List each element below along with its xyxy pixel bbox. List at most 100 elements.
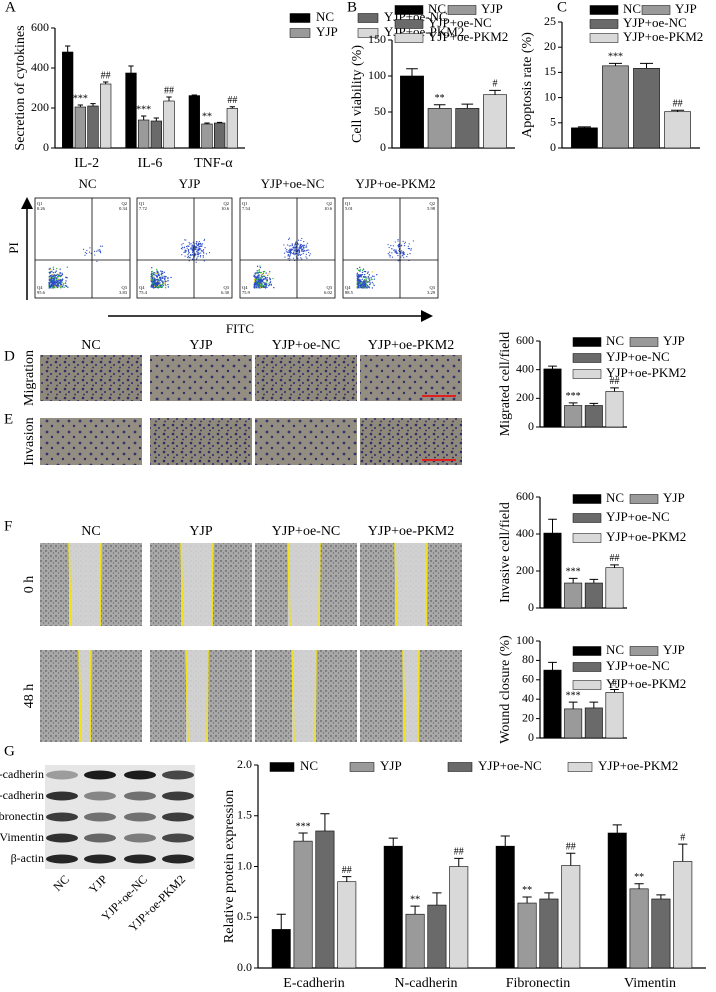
- flow-dot: [188, 245, 190, 247]
- error-bar: [90, 103, 96, 106]
- flow-dot: [257, 272, 259, 274]
- flow-dot: [55, 274, 58, 277]
- column-title: YJP: [189, 338, 213, 353]
- scale-bar: [422, 395, 456, 397]
- flow-dot: [201, 245, 203, 247]
- flow-dot: [198, 248, 200, 251]
- legend-swatch: [567, 762, 593, 772]
- flow-dot: [154, 282, 157, 284]
- flow-dot: [363, 276, 366, 278]
- quadrant-name: Q1: [139, 201, 145, 206]
- error-bar: [204, 122, 210, 124]
- flow-dot: [407, 253, 409, 256]
- column-title: YJP+oe-NC: [272, 338, 341, 353]
- flow-dot: [295, 246, 297, 248]
- protein-label: Vimentin: [0, 830, 44, 844]
- flow-dot: [255, 277, 258, 279]
- flow-dot: [159, 285, 162, 287]
- flow-dot: [357, 269, 360, 272]
- bar: [74, 106, 86, 149]
- y-tick-label: 25: [544, 14, 556, 28]
- legend-label: YJP+oe-PKM2: [606, 365, 686, 380]
- quadrant-value: 75.9: [242, 290, 251, 295]
- flow-dot: [356, 277, 359, 279]
- flow-dot: [86, 249, 88, 252]
- error-bar: [410, 905, 420, 915]
- flow-dot: [376, 274, 378, 276]
- flow-dot: [301, 258, 303, 260]
- wound-edge: [417, 649, 420, 743]
- flow-dot: [152, 275, 154, 278]
- flow-dot: [390, 245, 392, 247]
- flow-dot: [410, 249, 412, 251]
- legend-swatch: [289, 28, 311, 38]
- flow-dot: [154, 286, 157, 288]
- flow-dot: [297, 253, 299, 255]
- flow-dot: [53, 281, 56, 283]
- flow-dot: [359, 270, 361, 272]
- flow-dot: [289, 255, 291, 257]
- flow-dot: [57, 278, 59, 280]
- flow-dots: [48, 245, 103, 289]
- flow-dot: [54, 285, 56, 287]
- flow-dot: [181, 244, 183, 246]
- flow-dot: [153, 287, 155, 289]
- flow-dot: [289, 250, 291, 252]
- flow-dot: [57, 285, 60, 287]
- flow-dot: [191, 248, 193, 250]
- flow-dot: [364, 286, 367, 289]
- y-tick-label: 0.5: [237, 909, 252, 923]
- flow-dot: [200, 249, 202, 251]
- flow-dot: [53, 282, 56, 284]
- y-tick-label: 100: [516, 633, 534, 647]
- y-axis-label: Wound closure (%): [498, 635, 513, 744]
- y-tick-label: 400: [516, 361, 534, 375]
- blot-band: [162, 854, 194, 864]
- significance-label: #: [680, 832, 685, 843]
- flow-dot: [269, 278, 271, 280]
- flow-dot: [190, 243, 192, 245]
- flow-dot: [403, 245, 406, 247]
- flow-dot: [56, 283, 59, 286]
- flow-dot: [363, 273, 366, 276]
- flow-dot: [260, 282, 262, 285]
- flow-dot: [400, 245, 402, 247]
- flow-dot: [160, 277, 162, 280]
- flow-dot: [294, 252, 296, 254]
- column-title: YJP+oe-PKM2: [368, 524, 454, 539]
- wound-gap: [288, 543, 320, 626]
- significance-label: **: [522, 885, 532, 896]
- error-bar: [589, 578, 599, 584]
- flow-dot: [259, 283, 261, 285]
- flow-dot: [184, 239, 186, 241]
- blot-band: [162, 812, 194, 822]
- flow-dot: [165, 275, 167, 278]
- flow-dot: [290, 248, 292, 250]
- blot-band: [124, 833, 156, 843]
- flow-dot: [253, 280, 256, 283]
- significance-label: #: [493, 79, 498, 90]
- flow-dot: [201, 250, 203, 252]
- flow-dot: [293, 257, 295, 259]
- flow-dot: [196, 257, 198, 259]
- legend-swatch: [572, 662, 602, 672]
- flow-dot: [297, 239, 300, 241]
- flow-dot: [50, 276, 52, 278]
- flow-dot: [49, 278, 51, 281]
- error-bar: [612, 824, 622, 834]
- flow-dot: [84, 254, 86, 256]
- blot-band: [46, 770, 78, 780]
- flow-dot: [361, 269, 364, 272]
- y-tick-label: 10: [544, 89, 556, 103]
- flow-dot: [371, 271, 373, 273]
- flow-dot: [404, 241, 407, 243]
- flow-dot: [392, 245, 394, 247]
- flow-dot: [261, 285, 263, 287]
- flow-dot: [151, 281, 154, 283]
- flow-dot: [50, 285, 53, 287]
- bar: [664, 111, 691, 149]
- flow-dot: [156, 270, 158, 272]
- flow-dot: [60, 279, 63, 281]
- flow-dot: [188, 257, 190, 259]
- flow-dot: [262, 282, 264, 284]
